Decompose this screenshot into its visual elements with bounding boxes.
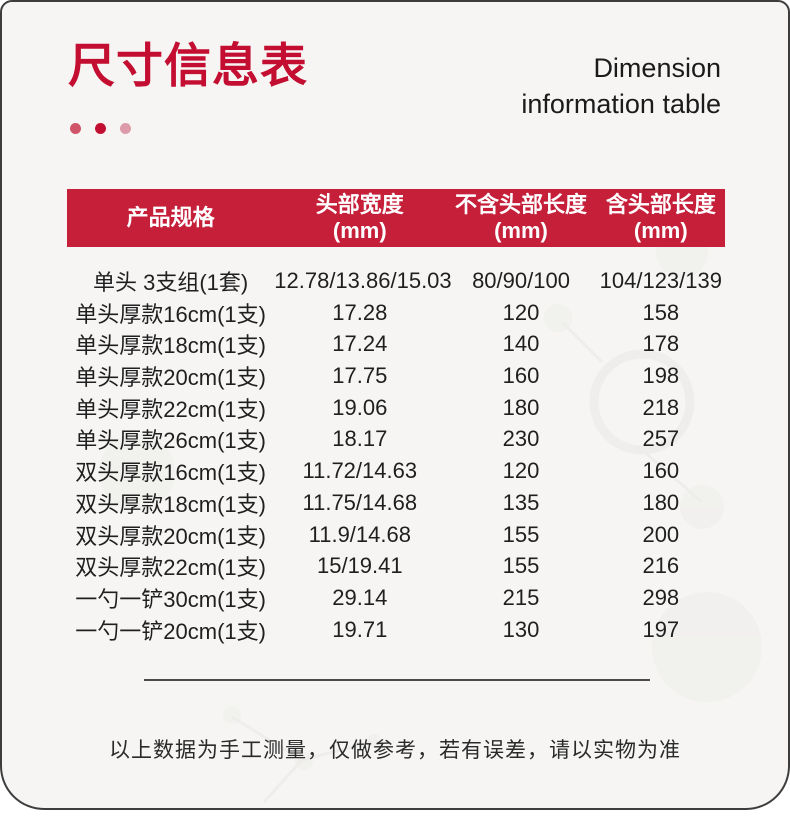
table-cell: 178 xyxy=(642,331,680,357)
table-cell: 单头厚款26cm(1支) xyxy=(75,428,266,454)
table-cell: 11.9/14.68 xyxy=(308,521,411,547)
dimension-info-card: 尺寸信息表 Dimension information table 产品规格 头部… xyxy=(0,0,790,810)
table-cell: 19.71 xyxy=(332,616,388,642)
table-cell: 197 xyxy=(642,616,680,642)
table-cell: 160 xyxy=(502,363,540,389)
table-cell: 155 xyxy=(502,553,540,579)
table-row: 双头厚款16cm(1支) 11.72/14.63 120 160 xyxy=(67,455,725,487)
table-cell: 298 xyxy=(642,584,680,610)
table-cell: 215 xyxy=(502,584,540,610)
page-title-english-line1: Dimension xyxy=(593,53,721,83)
page-title-english-line2: information table xyxy=(521,89,721,119)
table-row: 双头厚款18cm(1支) 11.75/14.68 135 180 xyxy=(67,487,725,519)
table-cell: 15/19.41 xyxy=(316,553,403,579)
table-cell: 单头厚款20cm(1支) xyxy=(75,365,266,391)
table-cell: 双头厚款22cm(1支) xyxy=(75,555,266,581)
table-cell: 104/123/139 xyxy=(599,268,722,293)
table-cell: 257 xyxy=(642,426,680,452)
accent-dot xyxy=(95,123,106,134)
table-cell: 180 xyxy=(642,489,680,515)
table-row: 单头厚款16cm(1支) 17.28 120 158 xyxy=(67,297,725,329)
table-cell: 19.06 xyxy=(332,394,388,420)
table-header-cell: 不含头部长度 (mm) xyxy=(455,192,588,243)
table-cell: 216 xyxy=(642,553,680,579)
title-accent-dots xyxy=(70,123,131,134)
table-cell: 230 xyxy=(502,426,540,452)
table-cell: 11.72/14.63 xyxy=(302,458,418,484)
table-row: 双头厚款22cm(1支) 15/19.41 155 216 xyxy=(67,550,725,582)
table-cell: 一勺一铲20cm(1支) xyxy=(75,618,266,644)
table-cell: 11.75/14.68 xyxy=(302,489,418,515)
table-cell: 17.75 xyxy=(332,363,388,389)
page-title-english: Dimension information table xyxy=(521,50,721,122)
table-cell: 130 xyxy=(502,616,540,642)
table-cell: 双头厚款18cm(1支) xyxy=(75,491,266,517)
table-row: 一勺一铲30cm(1支) 29.14 215 298 xyxy=(67,582,725,614)
table-row: 单头厚款26cm(1支) 18.17 230 257 xyxy=(67,423,725,455)
table-cell: 单头厚款16cm(1支) xyxy=(75,301,266,327)
footer-note: 以上数据为手工测量，仅做参考，若有误差，请以实物为准 xyxy=(109,739,681,762)
table-header-row: 产品规格 头部宽度 (mm) 不含头部长度 (mm) 含头部长度 (mm) xyxy=(67,189,725,247)
table-cell: 135 xyxy=(502,489,540,515)
accent-dot xyxy=(120,123,131,134)
table-cell: 29.14 xyxy=(332,584,388,610)
table-cell: 18.17 xyxy=(332,426,388,452)
footer-divider xyxy=(144,679,650,681)
dimension-table: 产品规格 头部宽度 (mm) 不含头部长度 (mm) 含头部长度 (mm) 单头 3支组(1… xyxy=(67,189,725,645)
table-cell: 17.28 xyxy=(332,299,388,325)
table-cell: 180 xyxy=(502,394,540,420)
table-cell: 12.78/13.86/15.03 xyxy=(274,268,452,293)
table-cell: 218 xyxy=(642,394,680,420)
table-cell: 17.24 xyxy=(332,331,388,357)
table-cell: 一勺一铲30cm(1支) xyxy=(75,586,266,612)
accent-dot xyxy=(70,123,81,134)
table-body: 单头 3支组(1套) 12.78/13.86/15.03 80/90/100 104/… xyxy=(67,247,725,645)
table-cell: 120 xyxy=(502,299,540,325)
table-row: 一勺一铲20cm(1支) 19.71 130 197 xyxy=(67,614,725,646)
table-cell: 单头 3支组(1套) xyxy=(93,270,249,295)
table-header-cell: 产品规格 xyxy=(126,205,215,230)
table-cell: 120 xyxy=(502,458,540,484)
table-cell: 155 xyxy=(502,521,540,547)
table-cell: 200 xyxy=(642,521,680,547)
table-row: 单头厚款20cm(1支) 17.75 160 198 xyxy=(67,360,725,392)
table-row: 单头 3支组(1套) 12.78/13.86/15.03 80/90/100 104/… xyxy=(67,265,725,297)
table-cell: 80/90/100 xyxy=(472,268,570,293)
page-title: 尺寸信息表 xyxy=(68,39,308,92)
table-cell: 双头厚款20cm(1支) xyxy=(75,523,266,549)
table-row: 双头厚款20cm(1支) 11.9/14.68 155 200 xyxy=(67,519,725,551)
table-cell: 198 xyxy=(642,363,680,389)
table-header-cell: 含头部长度 (mm) xyxy=(605,192,716,243)
table-header-cell: 头部宽度 (mm) xyxy=(315,192,404,243)
table-cell: 158 xyxy=(642,299,680,325)
table-cell: 140 xyxy=(502,331,540,357)
table-row: 单头厚款22cm(1支) 19.06 180 218 xyxy=(67,392,725,424)
table-cell: 单头厚款22cm(1支) xyxy=(75,396,266,422)
table-cell: 160 xyxy=(642,458,680,484)
table-cell: 单头厚款18cm(1支) xyxy=(75,333,266,359)
table-row: 单头厚款18cm(1支) 17.24 140 178 xyxy=(67,328,725,360)
table-cell: 双头厚款16cm(1支) xyxy=(75,460,266,486)
